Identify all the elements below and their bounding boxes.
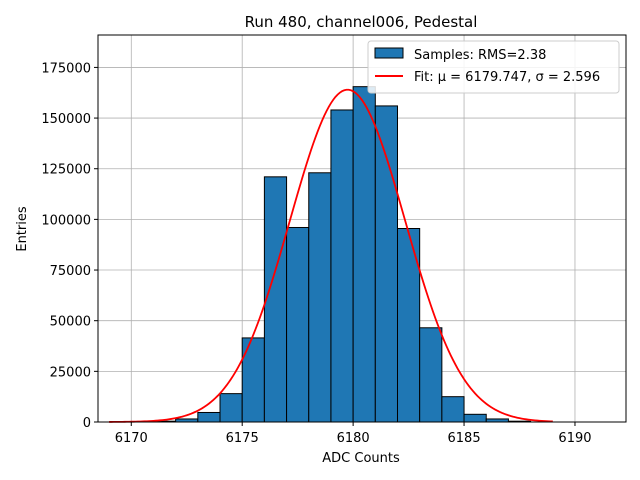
- x-tick-label: 6170: [115, 431, 148, 446]
- legend: Samples: RMS=2.38 Fit: μ = 6179.747, σ =…: [367, 40, 620, 94]
- histogram-bar: [197, 411, 221, 423]
- fit-curve-path: [109, 88, 553, 423]
- histogram-bar: [263, 176, 288, 423]
- histogram-bar: [286, 226, 310, 423]
- y-tick-label: 100000: [41, 213, 91, 228]
- plot-frame: [97, 34, 627, 423]
- chart-title: Run 480, channel006, Pedestal: [245, 13, 478, 31]
- y-tick-label: 125000: [41, 163, 91, 178]
- y-tick-label: 25000: [50, 365, 91, 380]
- x-axis-ticks: 6170 6175 6180 6185 6190: [115, 422, 592, 446]
- y-tick-label: 75000: [50, 264, 91, 279]
- histogram-bar: [419, 327, 443, 423]
- y-tick-label: 0: [83, 416, 91, 431]
- x-tick-label: 6185: [448, 431, 481, 446]
- y-axis-title: Entries: [15, 206, 30, 252]
- histogram-bar: [330, 109, 354, 423]
- histogram-bar: [308, 172, 332, 423]
- y-tick-label: 50000: [50, 315, 91, 330]
- legend-swatch-samples: [374, 47, 404, 59]
- histogram-bar: [219, 393, 243, 423]
- x-axis-title: ADC Counts: [322, 451, 400, 466]
- legend-label-samples: Samples: RMS=2.38: [414, 48, 546, 63]
- legend-box: [367, 40, 620, 94]
- x-tick-label: 6190: [558, 431, 591, 446]
- legend-label-fit: Fit: μ = 6179.747, σ = 2.596: [414, 70, 600, 85]
- y-tick-label: 175000: [41, 61, 91, 76]
- histogram-bar: [463, 413, 487, 423]
- histogram-bar: [241, 337, 265, 423]
- gaussian-fit-curve: [109, 88, 553, 423]
- histogram-bar: [441, 396, 465, 423]
- y-tick-label: 150000: [41, 112, 91, 127]
- x-tick-label: 6175: [226, 431, 259, 446]
- x-tick-label: 6180: [337, 431, 370, 446]
- y-axis-ticks: 0 25000 50000 75000 100000 125000 150000 175000: [41, 61, 98, 431]
- histogram-bar: [374, 105, 398, 423]
- histogram-bar: [352, 86, 376, 423]
